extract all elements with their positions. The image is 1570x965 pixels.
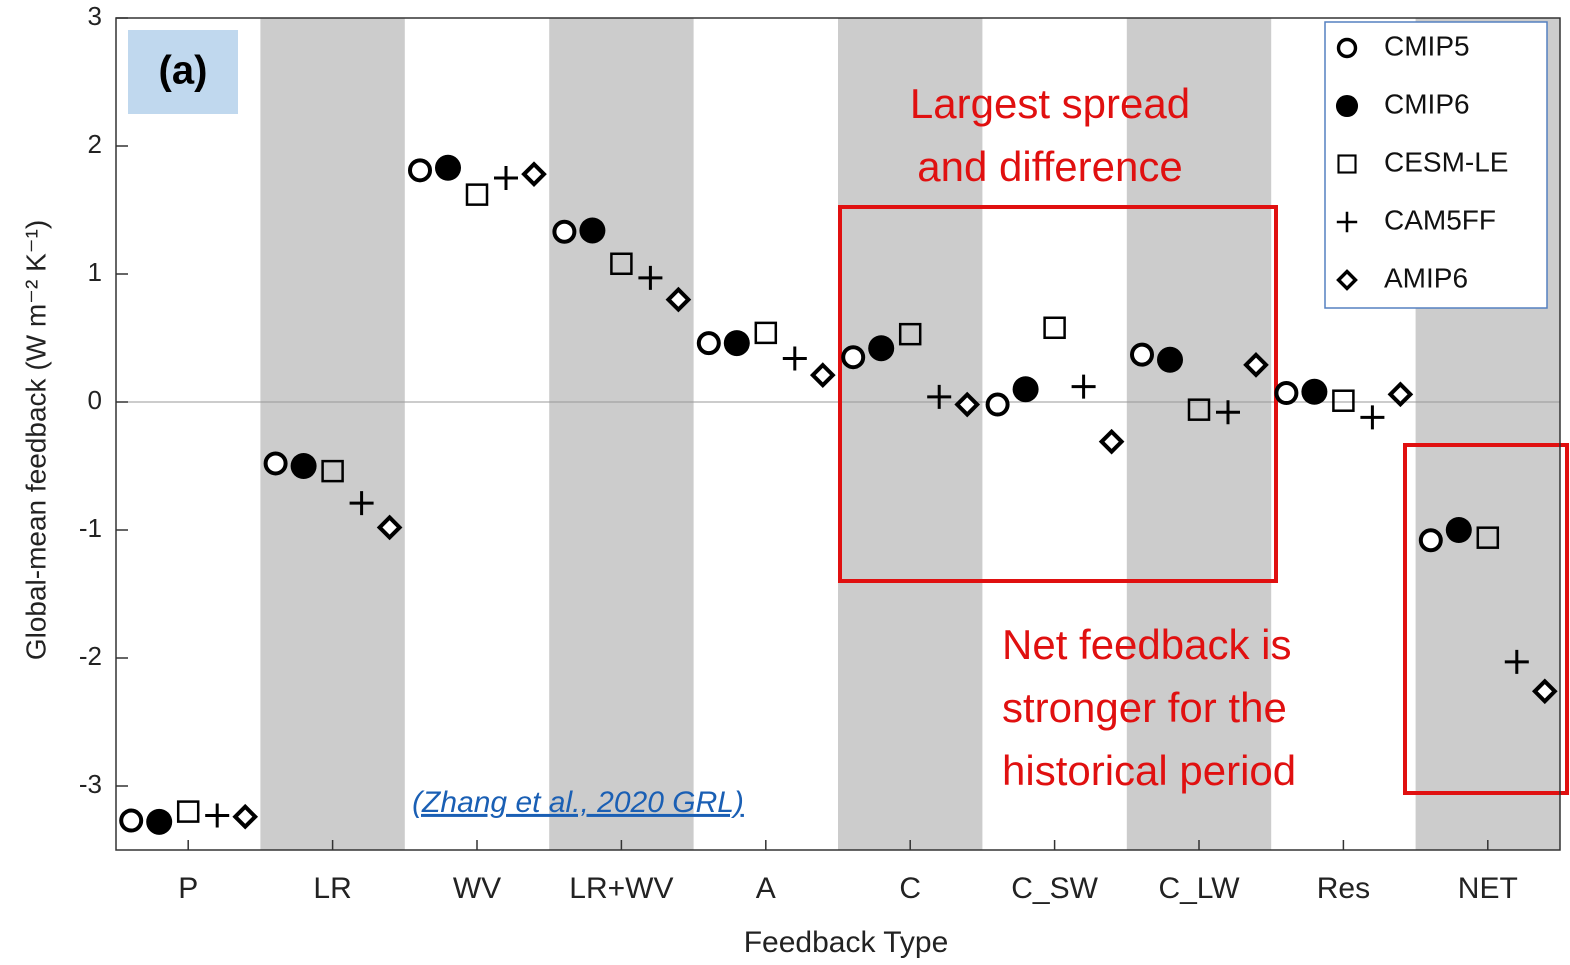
marker	[1336, 269, 1358, 291]
marker	[1336, 211, 1358, 233]
x-tick-label: C_SW	[1011, 872, 1098, 905]
marker	[898, 322, 922, 346]
legend-label: CESM-LE	[1384, 146, 1508, 177]
annotation: and difference	[917, 143, 1182, 190]
marker	[290, 453, 317, 479]
marker	[1243, 352, 1269, 378]
x-tick-label: Res	[1317, 872, 1370, 905]
marker	[754, 321, 778, 345]
marker	[494, 166, 518, 190]
x-tick-label: P	[178, 872, 198, 905]
y-tick-label: -1	[79, 513, 102, 543]
marker	[1335, 94, 1359, 118]
x-axis-label: Feedback Type	[744, 926, 949, 959]
x-tick-label: LR+WV	[569, 872, 673, 905]
y-axis-label: Global-mean feedback (W m⁻² K⁻¹)	[20, 220, 51, 660]
marker	[696, 331, 721, 356]
marker	[1476, 526, 1500, 549]
marker	[146, 808, 173, 835]
annotation: historical period	[1002, 747, 1296, 794]
marker	[376, 514, 403, 541]
marker	[841, 345, 866, 370]
band	[838, 18, 983, 850]
marker	[205, 803, 230, 828]
marker	[521, 161, 547, 187]
marker	[1504, 649, 1529, 674]
marker	[1130, 342, 1154, 367]
marker	[579, 217, 606, 244]
marker	[723, 330, 750, 357]
legend-label: CMIP6	[1384, 88, 1470, 119]
annotation: stronger for the	[1002, 684, 1287, 731]
marker	[263, 451, 288, 476]
marker	[1012, 376, 1039, 403]
x-tick-label: NET	[1458, 872, 1518, 905]
marker	[1216, 400, 1240, 425]
marker	[1332, 389, 1355, 412]
annotation: Net feedback is	[1002, 621, 1292, 668]
marker	[1071, 374, 1096, 399]
y-tick-label: -2	[79, 641, 102, 671]
marker	[782, 346, 807, 371]
x-tick-label: A	[756, 872, 776, 905]
marker	[610, 252, 633, 276]
marker	[1043, 316, 1066, 340]
y-tick-label: 2	[88, 129, 102, 159]
x-tick-label: WV	[453, 872, 501, 905]
marker	[1337, 154, 1357, 174]
marker	[1187, 398, 1211, 421]
y-tick-label: 0	[88, 385, 102, 415]
panel-label-box	[128, 30, 238, 114]
y-tick-label: -3	[79, 769, 102, 799]
annotation: Largest spread	[910, 80, 1190, 127]
marker	[1301, 378, 1328, 405]
marker	[868, 335, 895, 362]
marker	[552, 219, 577, 244]
citation: (Zhang et al., 2020 GRL)	[412, 786, 744, 819]
legend-label: CMIP5	[1384, 30, 1470, 61]
marker	[985, 392, 1010, 417]
legend-box	[1324, 21, 1548, 309]
marker	[638, 265, 663, 290]
marker	[465, 183, 489, 206]
marker	[1531, 678, 1558, 705]
legend-label: CAM5FF	[1384, 204, 1496, 235]
band	[260, 18, 405, 850]
marker	[408, 158, 432, 183]
plot-frame	[115, 17, 1561, 851]
marker	[1445, 517, 1472, 543]
band	[1126, 18, 1272, 850]
marker	[232, 803, 259, 830]
marker	[349, 491, 374, 516]
marker	[809, 362, 836, 388]
marker	[321, 459, 344, 483]
marker	[1360, 405, 1385, 430]
marker	[954, 391, 981, 418]
highlight-box	[1403, 443, 1569, 795]
marker	[119, 808, 144, 833]
legend-label: AMIP6	[1384, 262, 1468, 293]
x-tick-label: C_LW	[1158, 872, 1240, 905]
marker	[927, 384, 952, 409]
marker	[176, 800, 200, 823]
x-tick-label: C	[899, 872, 921, 905]
panel-label: (a)	[159, 49, 208, 93]
marker	[1336, 37, 1358, 59]
y-tick-label: 1	[88, 257, 102, 287]
marker	[1387, 381, 1414, 408]
marker	[1274, 381, 1299, 406]
x-tick-label: LR	[313, 872, 351, 905]
marker	[1098, 428, 1125, 455]
band	[549, 18, 694, 850]
marker	[1418, 528, 1443, 553]
y-tick-label: 3	[88, 1, 102, 31]
bands	[116, 18, 1560, 850]
marker	[665, 286, 692, 313]
marker	[1157, 346, 1183, 373]
marker	[435, 154, 461, 181]
